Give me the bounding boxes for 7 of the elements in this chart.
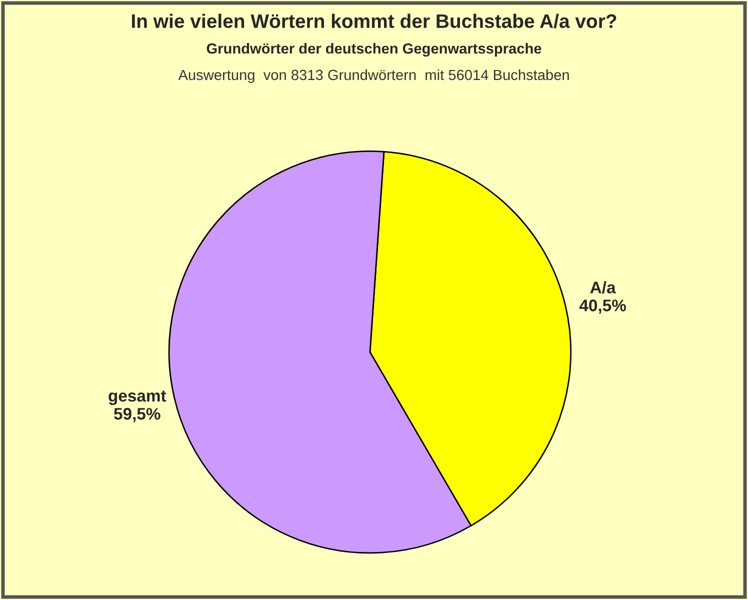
- slice-label: gesamt: [108, 390, 166, 406]
- chart-title: In wie vielen Wörtern kommt der Buchstabe A/a vor?: [132, 14, 616, 28]
- slice-label: A/a: [590, 281, 616, 294]
- data-label: 59,5%: [114, 408, 160, 422]
- text: Auswertung von 8313 Grundwörtern mit 56014 Buchstaben: [178, 69, 569, 83]
- chart-subtitle: Grundwörter der deutschen Gegenwartssprache: [206, 42, 542, 57]
- data-label: 40,5%: [579, 300, 626, 314]
